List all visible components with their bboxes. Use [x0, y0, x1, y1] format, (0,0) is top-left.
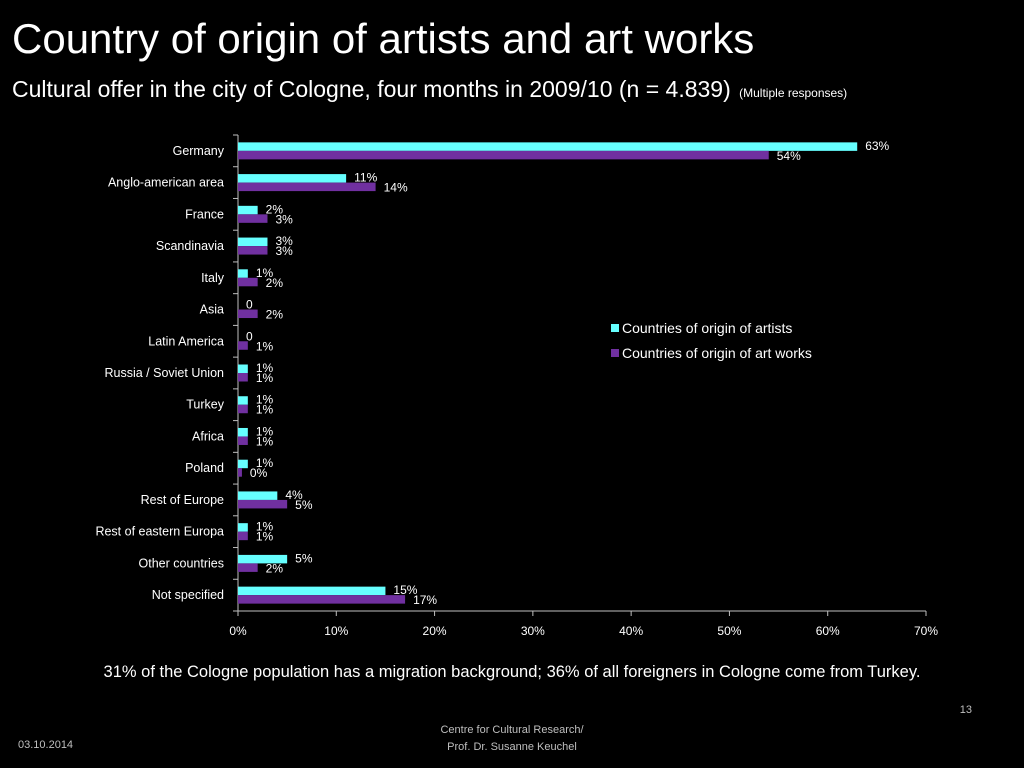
data-label: 2% — [266, 308, 284, 322]
data-label: 0 — [246, 329, 253, 343]
subtitle-note: (Multiple responses) — [739, 86, 848, 100]
x-tick-label: 50% — [717, 624, 741, 638]
x-tick-label: 60% — [816, 624, 840, 638]
bar — [238, 531, 248, 541]
data-label: 0 — [246, 298, 253, 312]
subtitle-main: Cultural offer in the city of Cologne, f… — [12, 76, 731, 102]
legend-label: Countries of origin of artists — [622, 320, 792, 336]
category-label: Scandinavia — [156, 239, 224, 253]
data-label: 17% — [413, 593, 437, 607]
category-label: Poland — [185, 461, 224, 475]
bar — [238, 563, 258, 572]
category-label: Anglo-american area — [108, 176, 224, 190]
bar — [238, 554, 288, 564]
data-label: 1% — [256, 403, 274, 417]
x-tick-label: 40% — [619, 624, 643, 638]
bar — [238, 364, 248, 373]
data-label: 1% — [256, 434, 274, 448]
data-label: 1% — [256, 530, 274, 544]
category-label: Not specified — [152, 588, 224, 602]
category-label: Africa — [192, 429, 224, 443]
bar — [238, 491, 278, 500]
data-label: 1% — [256, 424, 274, 438]
bar — [238, 468, 242, 477]
data-label: 0% — [250, 466, 268, 480]
credit-line-2: Prof. Dr. Susanne Keuchel — [447, 741, 577, 753]
bar — [238, 309, 258, 319]
category-label: France — [185, 207, 224, 221]
category-label: Latin America — [148, 334, 224, 348]
x-tick-label: 0% — [229, 624, 247, 638]
data-label: 63% — [865, 139, 889, 153]
category-label: Turkey — [186, 398, 224, 412]
data-label: 14% — [384, 181, 408, 195]
data-label: 2% — [266, 276, 284, 290]
bar — [238, 142, 858, 151]
bar — [238, 586, 386, 596]
bar — [238, 373, 248, 382]
bar — [238, 436, 248, 445]
data-label: 1% — [256, 371, 274, 385]
legend-swatch — [611, 349, 619, 357]
data-label: 11% — [354, 171, 377, 185]
bar-chart: 0% 10% 20% 30% 40% 50% 60% 70% Germany 63% 54% Angl… — [95, 134, 938, 638]
data-label: 3% — [275, 234, 293, 248]
footnote: 31% of the Cologne population has a migr… — [103, 663, 921, 681]
data-label: 2% — [266, 561, 284, 575]
category-label: Rest of Europe — [141, 493, 224, 507]
category-label: Germany — [173, 144, 225, 158]
bar — [238, 237, 268, 247]
x-tick-label: 20% — [423, 624, 447, 638]
slide-subtitle: Cultural offer in the city of Cologne, f… — [12, 76, 847, 103]
data-label: 15% — [393, 583, 417, 597]
bar — [238, 499, 288, 509]
bar — [238, 523, 248, 532]
data-label: 54% — [777, 149, 801, 163]
data-label: 5% — [295, 551, 313, 565]
data-label: 1% — [256, 339, 274, 353]
data-label: 5% — [295, 498, 313, 512]
bar — [238, 174, 347, 183]
bar — [238, 595, 406, 604]
data-label: 1% — [256, 361, 274, 375]
bar — [238, 427, 248, 437]
x-tick-label: 70% — [914, 624, 938, 638]
x-tick-label: 30% — [521, 624, 545, 638]
bar — [238, 396, 248, 405]
slide-title: Country of origin of artists and art wor… — [12, 15, 755, 62]
data-label: 1% — [256, 456, 274, 470]
data-label: 1% — [256, 266, 274, 280]
bar — [238, 404, 248, 414]
bar — [238, 182, 376, 192]
data-label: 4% — [285, 488, 303, 502]
data-label: 1% — [256, 393, 274, 407]
legend-swatch — [611, 324, 619, 332]
bar — [238, 205, 258, 215]
bar — [238, 459, 248, 469]
footer-date: 03.10.2014 — [18, 739, 74, 751]
bar — [238, 277, 258, 287]
bar — [238, 269, 248, 278]
bar — [238, 246, 268, 255]
bar — [238, 150, 769, 160]
footer-credit: Centre for Cultural Research/ Prof. Dr. … — [412, 722, 612, 756]
data-label: 2% — [266, 202, 284, 216]
page-number: 13 — [959, 704, 972, 716]
data-label: 1% — [256, 520, 274, 534]
data-label: 3% — [275, 212, 293, 226]
bar — [238, 341, 248, 350]
category-label: Asia — [200, 303, 224, 317]
x-tick-label: 10% — [324, 624, 348, 638]
legend-label: Countries of origin of art works — [622, 345, 812, 361]
category-label: Other countries — [139, 556, 224, 570]
category-label: Italy — [201, 271, 225, 285]
credit-line-1: Centre for Cultural Research/ — [440, 724, 584, 736]
category-label: Russia / Soviet Union — [104, 366, 224, 380]
bar — [238, 214, 268, 223]
category-label: Rest of eastern Europa — [95, 525, 224, 539]
data-label: 3% — [275, 244, 293, 258]
